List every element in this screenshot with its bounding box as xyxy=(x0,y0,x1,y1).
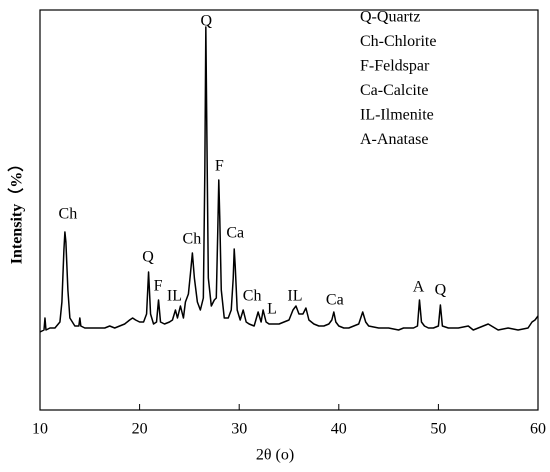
peak-label: Ch xyxy=(243,288,262,305)
peak-label: F xyxy=(154,278,163,295)
legend-text: F-Feldspar xyxy=(360,58,430,75)
peak-label: IL xyxy=(287,288,302,305)
x-tick-label: 10 xyxy=(32,421,48,438)
peak-label: Ca xyxy=(326,292,344,309)
peak-label: Ch xyxy=(59,206,78,223)
peak-label: Q xyxy=(142,249,154,266)
peak-label: F xyxy=(215,158,224,175)
y-axis-label: Intensity（%） xyxy=(8,156,26,264)
legend-text: A-Anatase xyxy=(360,131,428,148)
x-tick-label: 20 xyxy=(132,421,148,438)
legend-text: Q-Quartz xyxy=(360,9,420,26)
plot-frame xyxy=(39,9,539,411)
peak-label: Q xyxy=(435,282,447,299)
data-line xyxy=(39,26,539,333)
legend-text: Ca-Calcite xyxy=(360,82,428,99)
peak-label: A xyxy=(413,279,425,296)
peak-label: L xyxy=(267,301,277,318)
peak-label: IL xyxy=(167,288,182,305)
x-tick-label: 50 xyxy=(430,421,446,438)
x-tick-label: 40 xyxy=(331,421,347,438)
peak-label: Q xyxy=(201,13,213,30)
x-axis-label: 2θ (o) xyxy=(256,447,294,464)
legend-text: IL-Ilmenite xyxy=(360,107,434,124)
x-tick-label: 60 xyxy=(530,421,546,438)
peak-label: Ca xyxy=(226,225,244,242)
x-tick-label: 30 xyxy=(231,421,247,438)
legend-text: Ch-Chlorite xyxy=(360,33,436,50)
peak-label: Ch xyxy=(183,231,202,248)
